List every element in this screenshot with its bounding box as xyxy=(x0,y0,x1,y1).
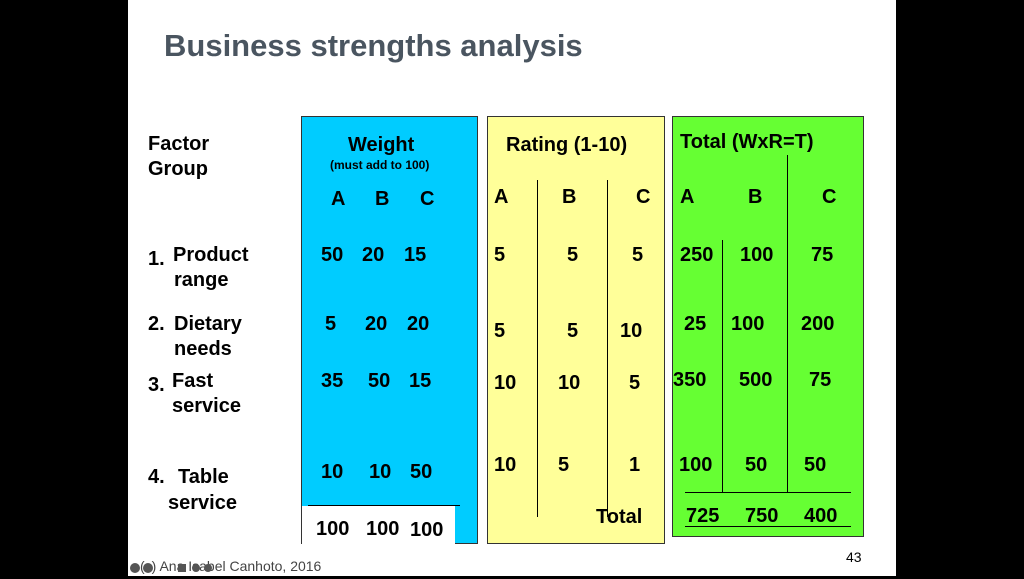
total-r3-c: 75 xyxy=(809,369,832,391)
zoom-icon xyxy=(204,564,212,572)
weight-r4-a: 10 xyxy=(321,461,344,483)
next-icon xyxy=(143,563,153,573)
weight-sum-a: 100 xyxy=(316,518,350,540)
grand-total-c: 400 xyxy=(804,505,838,527)
total-col-b: B xyxy=(748,186,763,208)
slide-number: 43 xyxy=(846,549,862,565)
rating-r2-b: 5 xyxy=(567,320,579,342)
grand-total-underline xyxy=(685,526,851,527)
grand-total-a: 725 xyxy=(686,505,720,527)
factor-4-number: 4. xyxy=(148,466,165,488)
weight-r1-b: 20 xyxy=(362,244,385,266)
weight-r1-c: 15 xyxy=(404,244,427,266)
total-title: Total (WxR=T) xyxy=(680,131,814,153)
weight-col-c: C xyxy=(420,188,435,210)
total-r1-a: 250 xyxy=(680,244,714,266)
slide: Business strengths analysis Factor Group… xyxy=(128,0,896,576)
weight-r2-c: 20 xyxy=(407,313,430,335)
total-r3-b: 500 xyxy=(739,369,773,391)
total-r3-a: 350 xyxy=(673,369,707,391)
weight-subtitle: (must add to 100) xyxy=(330,158,430,172)
total-r2-c: 200 xyxy=(801,313,835,335)
factor-header-line1: Factor xyxy=(148,133,210,155)
rating-r1-b: 5 xyxy=(567,244,579,266)
total-label: Total xyxy=(596,506,643,528)
factor-3-number: 3. xyxy=(148,374,165,396)
total-divider-2 xyxy=(787,155,788,493)
rating-title: Rating (1-10) xyxy=(506,134,628,156)
total-divider-1 xyxy=(722,240,723,493)
previous-icon xyxy=(130,563,140,573)
rating-divider-2 xyxy=(607,180,608,517)
factor-1-label-line1: Product xyxy=(173,244,249,266)
slideshow-controls[interactable] xyxy=(128,560,224,574)
total-r2-b: 100 xyxy=(731,313,765,335)
weight-title: Weight xyxy=(348,134,415,156)
factor-1-number: 1. xyxy=(148,248,165,270)
rating-r4-a: 10 xyxy=(494,454,517,476)
rating-r3-c: 5 xyxy=(629,372,641,394)
rating-panel xyxy=(487,116,665,544)
weight-sum-c: 100 xyxy=(410,519,444,541)
weight-r3-a: 35 xyxy=(321,370,344,392)
factor-1-label-line2: range xyxy=(174,269,229,291)
slide-title: Business strengths analysis xyxy=(164,28,583,63)
rating-r2-a: 5 xyxy=(494,320,506,342)
total-col-a: A xyxy=(680,186,695,208)
weight-sum-b: 100 xyxy=(366,518,400,540)
factor-2-label-line1: Dietary xyxy=(174,313,242,335)
rating-divider-1 xyxy=(537,180,538,517)
weight-r2-a: 5 xyxy=(325,313,337,335)
weight-r3-b: 50 xyxy=(368,370,391,392)
total-r2-a: 25 xyxy=(684,313,707,335)
factor-3-label-line1: Fast xyxy=(172,370,214,392)
factor-4-label-line1: Table xyxy=(178,466,229,488)
rating-r3-a: 10 xyxy=(494,372,517,394)
total-col-c: C xyxy=(822,186,837,208)
rating-r2-c: 10 xyxy=(620,320,643,342)
rating-r1-a: 5 xyxy=(494,244,506,266)
weight-r4-c: 50 xyxy=(410,461,433,483)
total-panel xyxy=(672,116,864,537)
factor-4-label-line2: service xyxy=(168,492,237,514)
weight-panel xyxy=(301,116,478,544)
menu-icon xyxy=(178,564,186,572)
weight-r2-b: 20 xyxy=(365,313,388,335)
weight-col-a: A xyxy=(331,188,346,210)
factor-3-label-line2: service xyxy=(172,395,241,417)
weight-sum-line xyxy=(308,505,460,506)
weight-sum-background xyxy=(302,506,455,545)
rating-col-c: C xyxy=(636,186,651,208)
rating-col-a: A xyxy=(494,186,509,208)
factor-2-label-line2: needs xyxy=(174,338,232,360)
rating-r1-c: 5 xyxy=(632,244,644,266)
weight-r1-a: 50 xyxy=(321,244,344,266)
total-r1-b: 100 xyxy=(740,244,774,266)
weight-col-b: B xyxy=(375,188,390,210)
weight-r3-c: 15 xyxy=(409,370,432,392)
weight-r4-b: 10 xyxy=(369,461,392,483)
rating-col-b: B xyxy=(562,186,577,208)
factor-2-number: 2. xyxy=(148,313,165,335)
total-r4-c: 50 xyxy=(804,454,827,476)
pen-icon xyxy=(192,564,200,572)
grand-total-b: 750 xyxy=(745,505,779,527)
rating-r3-b: 10 xyxy=(558,372,581,394)
rating-r4-c: 1 xyxy=(629,454,641,476)
total-r4-b: 50 xyxy=(745,454,768,476)
rating-r4-b: 5 xyxy=(558,454,570,476)
factor-header-line2: Group xyxy=(148,158,208,180)
total-sum-line xyxy=(685,492,851,493)
total-r4-a: 100 xyxy=(679,454,713,476)
total-r1-c: 75 xyxy=(811,244,834,266)
